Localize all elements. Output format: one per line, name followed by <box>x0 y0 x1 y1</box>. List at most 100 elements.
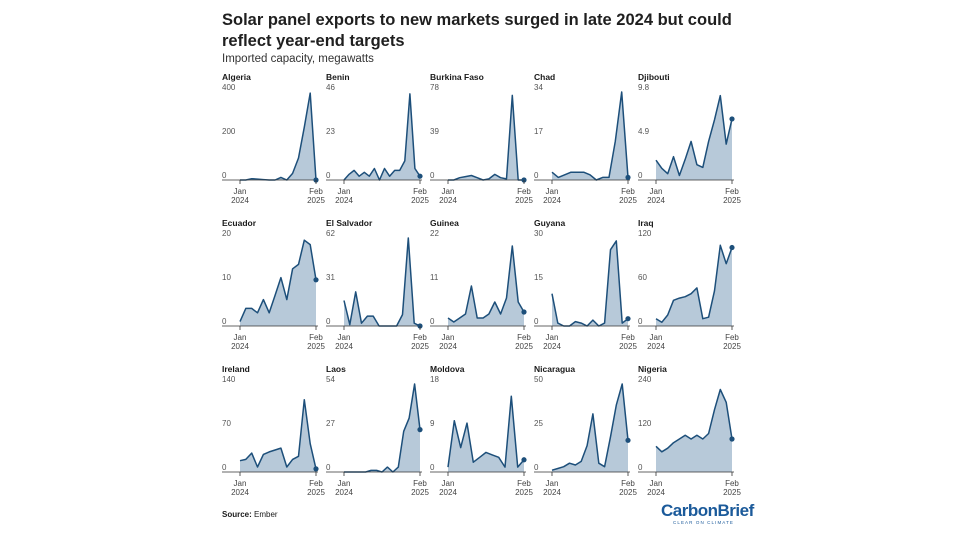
panel-title-guyana: Guyana <box>534 218 565 228</box>
y-tick-label: 22 <box>430 229 439 238</box>
x-tick-label: Feb <box>621 187 635 196</box>
y-tick-label: 0 <box>638 171 643 180</box>
line-nigeria <box>655 388 733 453</box>
x-tick-label: Feb <box>621 479 635 488</box>
line-burkina-faso <box>448 94 524 181</box>
x-tick-label: 2025 <box>411 488 429 497</box>
y-tick-label: 200 <box>222 127 236 136</box>
source-note: Source: Ember <box>222 510 278 519</box>
x-tick-label: Jan <box>338 187 351 196</box>
area-algeria <box>240 93 316 180</box>
x-tick-label: 2025 <box>307 196 325 205</box>
x-tick-label: 2025 <box>307 342 325 351</box>
panel-title-burkina-faso: Burkina Faso <box>430 72 484 82</box>
y-tick-label: 18 <box>430 375 439 384</box>
endpoint-marker <box>625 174 631 181</box>
endpoint-marker <box>313 277 319 283</box>
panel-title-moldova: Moldova <box>430 364 465 374</box>
x-tick-label: Jan <box>234 187 247 196</box>
x-tick-label: Jan <box>650 187 663 196</box>
x-tick-label: Jan <box>546 479 559 488</box>
carbonbrief-logo: CarbonBrief CLEAR ON CLIMATE <box>661 502 754 532</box>
x-tick-label: 2025 <box>619 488 637 497</box>
y-tick-label: 0 <box>638 317 643 326</box>
area-benin <box>344 93 420 180</box>
x-tick-label: Jan <box>338 333 351 342</box>
y-tick-label: 0 <box>326 463 331 472</box>
y-tick-label: 0 <box>326 171 331 180</box>
area-burkina-faso <box>448 95 524 180</box>
x-tick-label: Feb <box>725 187 739 196</box>
y-tick-label: 0 <box>222 317 227 326</box>
panel-title-nicaragua: Nicaragua <box>534 364 575 374</box>
y-tick-label: 54 <box>326 375 335 384</box>
x-tick-label: 2024 <box>335 196 353 205</box>
y-tick-label: 120 <box>638 419 652 428</box>
x-tick-label: Jan <box>234 479 247 488</box>
x-tick-label: 2024 <box>335 342 353 351</box>
line-guinea <box>447 245 525 323</box>
x-tick-label: 2025 <box>723 196 741 205</box>
x-tick-label: Feb <box>413 479 427 488</box>
x-tick-label: 2024 <box>439 342 457 351</box>
x-tick-label: 2024 <box>335 488 353 497</box>
x-tick-label: 2025 <box>619 342 637 351</box>
y-tick-label: 0 <box>430 317 435 326</box>
y-tick-label: 25 <box>534 419 543 428</box>
y-tick-label: 0 <box>222 463 227 472</box>
panel-title-ecuador: Ecuador <box>222 218 257 228</box>
line-benin <box>343 93 421 181</box>
x-tick-label: 2024 <box>543 488 561 497</box>
y-tick-label: 0 <box>326 317 331 326</box>
y-tick-label: 0 <box>534 171 539 180</box>
x-tick-label: Feb <box>309 479 323 488</box>
x-tick-label: Feb <box>725 333 739 342</box>
endpoint-marker <box>521 309 527 315</box>
x-tick-label: 2024 <box>231 342 249 351</box>
y-tick-label: 0 <box>534 317 539 326</box>
y-tick-label: 60 <box>638 273 647 282</box>
endpoint-marker <box>625 316 631 322</box>
x-tick-label: Jan <box>546 187 559 196</box>
x-tick-label: 2024 <box>647 488 665 497</box>
chart-subtitle: Imported capacity, megawatts <box>222 53 374 65</box>
panel-title-el-salvador: El Salvador <box>326 218 373 228</box>
y-tick-label: 78 <box>430 83 439 92</box>
area-nigeria <box>656 389 732 472</box>
panel-title-nigeria: Nigeria <box>638 364 667 374</box>
y-tick-label: 62 <box>326 229 335 238</box>
area-chad <box>552 92 628 180</box>
x-tick-label: Jan <box>442 187 455 196</box>
y-tick-label: 17 <box>534 127 543 136</box>
logo-tagline: CLEAR ON CLIMATE <box>673 520 735 525</box>
y-tick-label: 140 <box>222 375 236 384</box>
x-tick-label: Feb <box>413 333 427 342</box>
x-tick-label: 2024 <box>231 488 249 497</box>
x-tick-label: Feb <box>309 187 323 196</box>
x-tick-label: Jan <box>546 333 559 342</box>
x-tick-label: 2024 <box>647 342 665 351</box>
y-tick-label: 50 <box>534 375 543 384</box>
x-tick-label: 2024 <box>231 196 249 205</box>
x-tick-label: Feb <box>517 479 531 488</box>
y-tick-label: 15 <box>534 273 543 282</box>
y-tick-label: 31 <box>326 273 335 282</box>
x-tick-label: 2024 <box>543 342 561 351</box>
y-tick-label: 0 <box>430 463 435 472</box>
area-nicaragua <box>552 384 628 472</box>
panel-title-algeria: Algeria <box>222 72 251 82</box>
panel-title-chad: Chad <box>534 72 555 82</box>
y-tick-label: 0 <box>638 463 643 472</box>
endpoint-marker <box>521 457 527 463</box>
y-tick-label: 11 <box>430 273 439 282</box>
y-tick-label: 27 <box>326 419 335 428</box>
